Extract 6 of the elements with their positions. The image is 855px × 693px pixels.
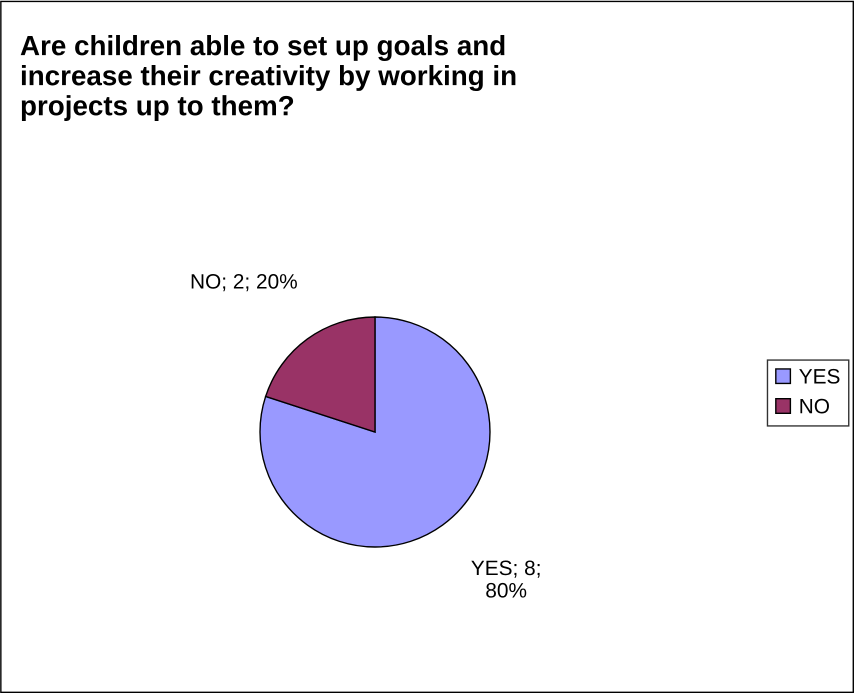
pie-slice <box>259 316 491 548</box>
data-label: YES; 8; 80% <box>471 560 540 598</box>
legend-label: YES <box>799 368 840 384</box>
chart-title: Are children able to set up goals and increase their creativity by working in projects up to them? <box>20 35 516 121</box>
data-label: NO; 2; 20% <box>192 274 297 292</box>
legend-label: NO <box>800 398 829 414</box>
